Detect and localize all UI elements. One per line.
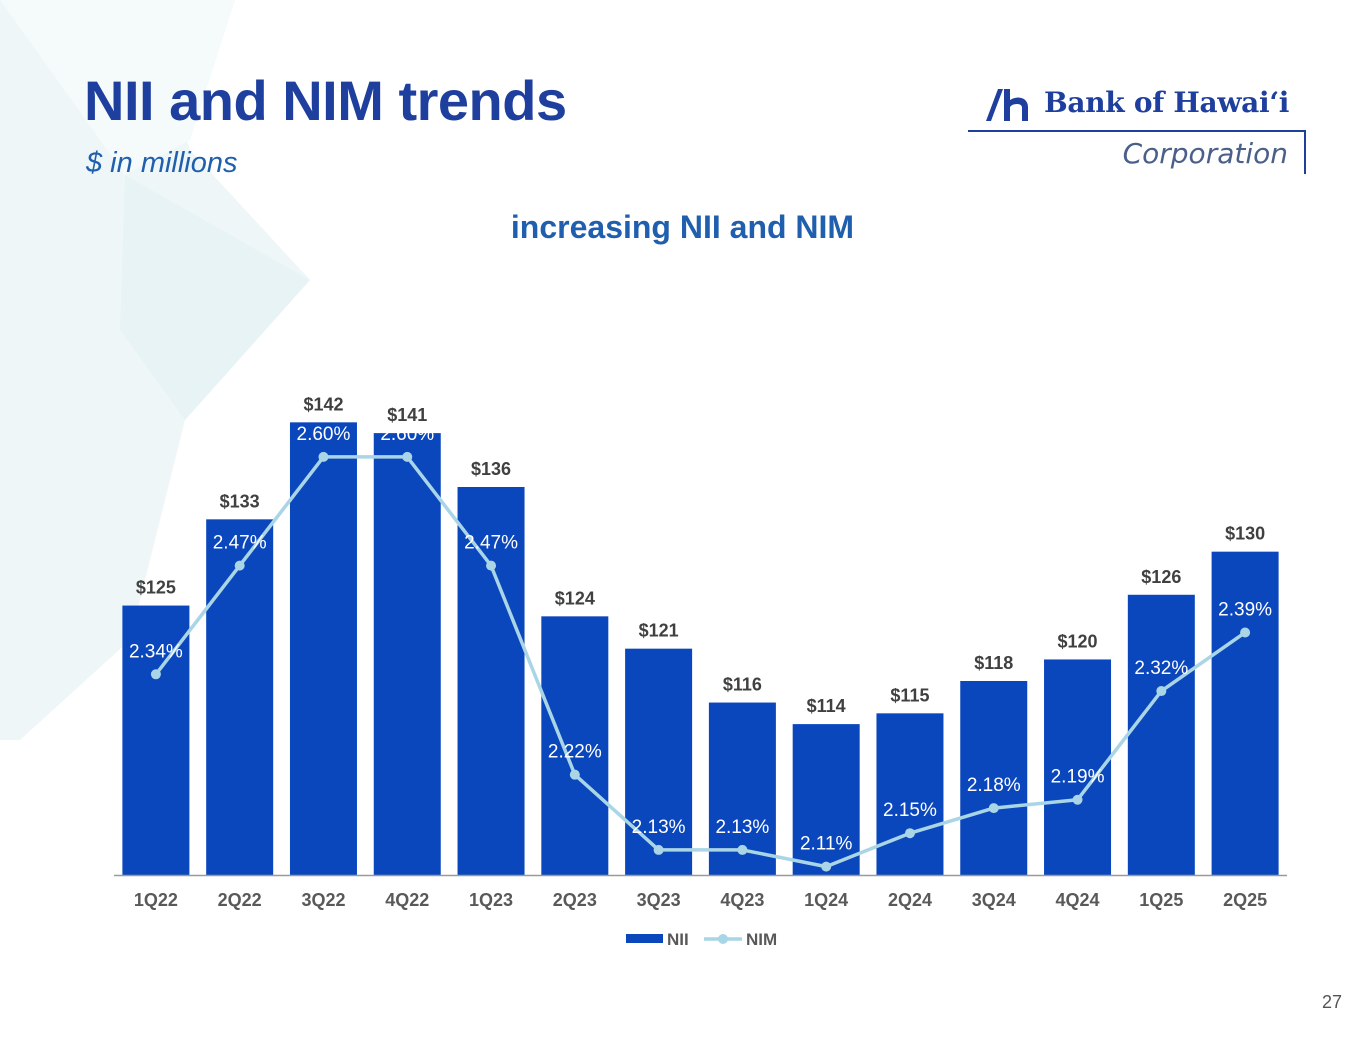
nim-data-label: 2.47% <box>464 533 518 554</box>
nii-data-label: $142 <box>303 394 343 414</box>
nii-bar <box>1044 659 1112 875</box>
nii-bar <box>457 487 525 875</box>
nii-data-label: $126 <box>1141 567 1181 587</box>
x-tick-label: 2Q22 <box>218 890 262 910</box>
nii-bar <box>792 724 860 875</box>
nim-data-label: 2.11% <box>800 834 853 855</box>
nim-point <box>318 451 329 462</box>
legend-nii-swatch <box>626 934 663 943</box>
nim-data-label: 2.13% <box>715 817 769 838</box>
nim-point <box>653 844 664 855</box>
nii-bar <box>373 433 441 875</box>
nim-point <box>1156 686 1167 697</box>
nii-data-label: $118 <box>974 653 1013 673</box>
legend-nim-marker <box>718 934 728 944</box>
nii-bar <box>122 605 190 875</box>
x-tick-label: 1Q22 <box>134 890 178 910</box>
nim-data-label: 2.18% <box>967 775 1021 796</box>
x-tick-label: 2Q23 <box>553 890 597 910</box>
chart-title: increasing NII and NIM <box>510 209 855 245</box>
nim-data-label: 2.13% <box>632 817 686 838</box>
x-tick-label: 4Q24 <box>1056 890 1100 910</box>
logo-rule-horizontal <box>968 130 1306 132</box>
page-number: 27 <box>1321 992 1342 1012</box>
nii-bar <box>876 713 944 875</box>
nim-data-label: 2.22% <box>548 742 602 763</box>
nim-data-label: 2.47% <box>213 533 267 554</box>
nim-point <box>1072 794 1083 805</box>
nim-data-label: 2.19% <box>1051 767 1105 788</box>
bank-logo-name: Bank of Hawaiʻi <box>1044 86 1290 119</box>
nim-data-label: 2.60% <box>297 424 351 445</box>
nim-point <box>234 560 245 571</box>
nii-bar <box>625 648 693 875</box>
background-star-graphic <box>0 0 310 740</box>
nii-data-label: $125 <box>136 578 176 598</box>
bank-logo-corporation: Corporation <box>1122 137 1288 170</box>
legend-nim-label: NIM <box>746 930 777 949</box>
nim-data-label: 2.60% <box>380 424 434 445</box>
nii-bar <box>960 681 1028 875</box>
bank-logo: Bank of Hawaiʻi Corporation <box>968 84 1308 176</box>
nii-data-label: $136 <box>471 459 511 479</box>
nim-point <box>821 861 832 872</box>
nii-data-label: $114 <box>807 696 846 716</box>
nii-data-label: $130 <box>1225 524 1265 544</box>
x-tick-label: 1Q24 <box>804 890 848 910</box>
nii-data-label: $121 <box>639 621 679 641</box>
nii-data-label: $141 <box>387 405 427 425</box>
page-title: NII and NIM trends <box>84 69 567 132</box>
nim-line <box>154 455 1247 869</box>
nii-data-label: $133 <box>220 491 260 511</box>
nim-data-label: 2.32% <box>1134 658 1188 679</box>
logo-rule-vertical <box>1304 130 1306 174</box>
nii-bar <box>541 616 609 875</box>
nii-data-label: $120 <box>1058 631 1098 651</box>
nii-data-label: $124 <box>555 588 595 608</box>
nim-point <box>569 769 580 780</box>
nim-point <box>486 560 497 571</box>
x-tick-label: 1Q25 <box>1139 890 1183 910</box>
nii-bar <box>1211 551 1279 875</box>
bank-logo-mark-icon <box>986 89 1028 121</box>
x-tick-label: 4Q22 <box>385 890 429 910</box>
x-tick-label: 2Q24 <box>888 890 932 910</box>
x-tick-label: 1Q23 <box>469 890 513 910</box>
nim-point <box>1240 627 1251 638</box>
nii-data-label: $116 <box>723 675 762 695</box>
nii-data-label: $115 <box>890 685 929 705</box>
legend-nii-label: NII <box>667 930 689 949</box>
nii-bar <box>1127 594 1195 875</box>
x-tick-label: 2Q25 <box>1223 890 1267 910</box>
nim-point <box>737 844 748 855</box>
nim-data-label: 2.34% <box>129 641 183 662</box>
nii-bar <box>206 519 274 875</box>
x-tick-label: 3Q24 <box>972 890 1016 910</box>
nim-point <box>988 803 999 814</box>
nii-bar <box>289 422 357 875</box>
x-tick-label: 4Q23 <box>720 890 764 910</box>
nim-point <box>402 451 413 462</box>
page-subtitle: $ in millions <box>86 147 238 179</box>
nim-point <box>904 828 915 839</box>
x-tick-label: 3Q22 <box>301 890 345 910</box>
nim-data-label: 2.39% <box>1218 600 1272 621</box>
x-tick-label: 3Q23 <box>637 890 681 910</box>
nim-data-label: 2.15% <box>883 800 937 821</box>
nim-point <box>150 669 161 680</box>
